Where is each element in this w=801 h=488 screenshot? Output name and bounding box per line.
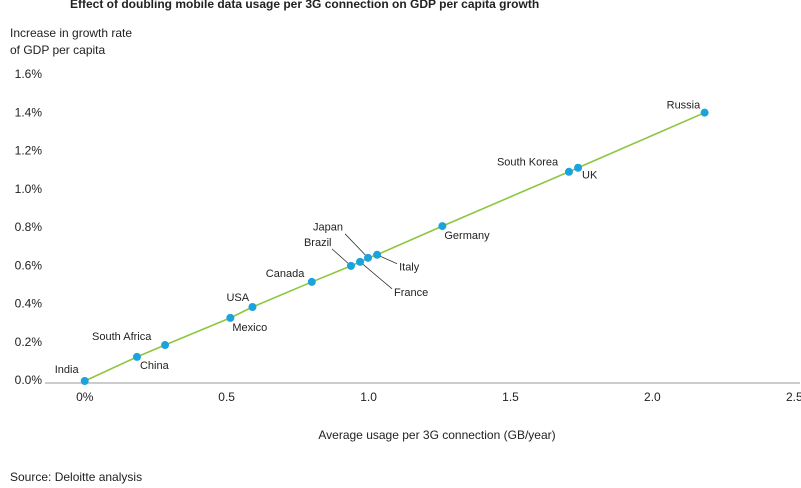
point-label: South Africa [92, 331, 152, 343]
x-tick-label: 2.5 [786, 390, 801, 404]
leader-line [344, 233, 369, 259]
y-tick-label: 0.6% [15, 258, 43, 272]
point-label: USA [226, 292, 249, 304]
scatter-point [356, 257, 365, 266]
y-tick-label: 1.6% [15, 67, 43, 81]
scatter-point [161, 341, 170, 350]
x-tick-label: 2.0 [644, 390, 661, 404]
y-tick-label: 1.0% [15, 182, 43, 196]
scatter-point [438, 222, 447, 231]
y-tick-label: 0.8% [15, 220, 43, 234]
point-label: China [140, 360, 170, 372]
y-axis-label: Increase in growth rate [10, 26, 132, 40]
scatter-point [248, 302, 257, 311]
scatter-point [564, 167, 573, 176]
point-label: Germany [444, 230, 490, 242]
point-label: France [394, 287, 428, 299]
point-label: Japan [313, 222, 343, 234]
scatter-point [574, 163, 583, 172]
x-tick-label: 0.5 [218, 390, 235, 404]
y-axis-label: of GDP per capita [10, 43, 105, 57]
y-tick-label: 0.2% [15, 335, 43, 349]
x-tick-label: 0% [76, 390, 94, 404]
scatter-point [307, 277, 316, 286]
y-tick-label: 0.4% [15, 297, 43, 311]
leader-line [331, 248, 352, 267]
point-label: Canada [266, 268, 305, 280]
scatter-point [132, 352, 141, 361]
chart-title: Effect of doubling mobile data usage per… [70, 0, 539, 11]
x-tick-label: 1.0 [360, 390, 377, 404]
scatter-point [364, 253, 373, 262]
y-tick-label: 0.0% [15, 373, 43, 387]
scatter-point [80, 377, 89, 385]
point-label: Russia [667, 100, 702, 112]
scatter-point [373, 250, 382, 259]
point-label: Brazil [304, 237, 332, 249]
scatter-point [346, 261, 355, 270]
y-tick-label: 1.2% [15, 144, 43, 158]
y-tick-label: 1.4% [15, 105, 43, 119]
scatter-point [226, 313, 235, 322]
point-label: India [55, 364, 80, 376]
source-note: Source: Deloitte analysis [10, 470, 142, 484]
scatter-point [700, 108, 709, 117]
point-label: South Korea [497, 157, 559, 169]
trend-line [84, 111, 705, 382]
point-label: Mexico [232, 322, 267, 334]
leader-line [359, 261, 393, 290]
point-label: UK [582, 170, 598, 182]
x-axis-label: Average usage per 3G connection (GB/year… [318, 428, 555, 442]
point-label: Italy [399, 262, 420, 274]
x-tick-label: 1.5 [502, 390, 519, 404]
